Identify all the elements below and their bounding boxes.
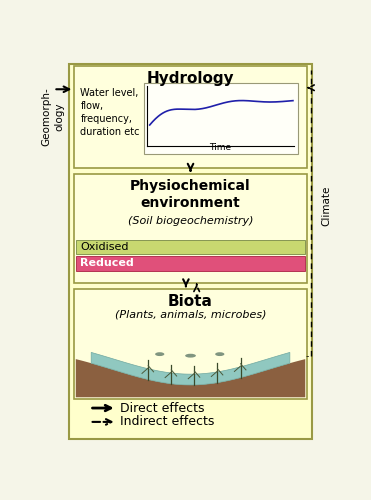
- Ellipse shape: [185, 354, 196, 358]
- Text: Direct effects: Direct effects: [121, 402, 205, 414]
- Text: Water level,
flow,
frequency,
duration etc: Water level, flow, frequency, duration e…: [81, 88, 140, 138]
- Text: Time: Time: [210, 142, 232, 152]
- Text: Physiochemical
environment: Physiochemical environment: [130, 178, 251, 210]
- Text: Oxidised: Oxidised: [81, 242, 129, 252]
- Polygon shape: [91, 352, 290, 385]
- Text: Geomorph-
ology: Geomorph- ology: [42, 88, 64, 146]
- FancyBboxPatch shape: [76, 256, 305, 271]
- FancyBboxPatch shape: [76, 240, 305, 254]
- Text: Reduced: Reduced: [81, 258, 134, 268]
- Text: Climate: Climate: [321, 186, 331, 226]
- Text: (Plants, animals, microbes): (Plants, animals, microbes): [115, 310, 266, 320]
- FancyBboxPatch shape: [74, 290, 307, 399]
- FancyBboxPatch shape: [74, 66, 307, 168]
- FancyBboxPatch shape: [69, 64, 312, 439]
- Ellipse shape: [155, 352, 164, 356]
- Text: (Soil biogeochemistry): (Soil biogeochemistry): [128, 216, 253, 226]
- Polygon shape: [76, 359, 305, 398]
- Ellipse shape: [215, 352, 224, 356]
- FancyBboxPatch shape: [144, 83, 298, 154]
- FancyBboxPatch shape: [74, 174, 307, 284]
- Text: Hydrology: Hydrology: [147, 71, 234, 86]
- Text: Biota: Biota: [168, 294, 213, 309]
- Text: Indirect effects: Indirect effects: [121, 416, 215, 428]
